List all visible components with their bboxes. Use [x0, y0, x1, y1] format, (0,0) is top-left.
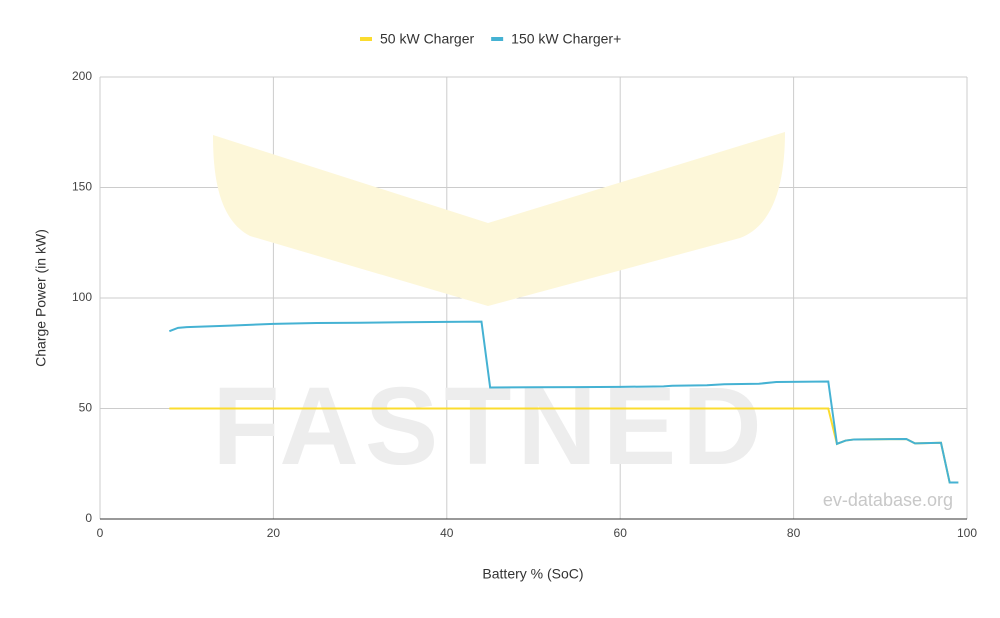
source: ev-database.org: [823, 490, 953, 510]
y-tick-label: 200: [72, 69, 92, 83]
y-tick-label: 50: [79, 401, 93, 415]
x-tick-label: 20: [267, 526, 281, 540]
legend-swatch: [491, 37, 504, 41]
x-tick-label: 80: [787, 526, 801, 540]
legend-label: 50 kW Charger: [380, 31, 474, 47]
legend-label: 150 kW Charger+: [511, 31, 621, 47]
line-series: [169, 320, 959, 484]
x-tick-label: 40: [440, 526, 454, 540]
legend: 50 kW Charger 150 kW Charger+: [360, 31, 621, 47]
x-axis-label: Battery % (SoC): [482, 566, 583, 582]
y-tick-label: 150: [72, 180, 92, 194]
legend-swatch: [360, 37, 372, 41]
x-tick-label: 0: [97, 526, 104, 540]
y-axis-label: Charge Power (in kW): [33, 229, 49, 367]
y-tick-label: 100: [72, 290, 92, 304]
logo-watermark: [213, 132, 785, 306]
x-tick-label: 100: [957, 526, 977, 540]
y-tick-label: 0: [85, 511, 92, 525]
x-tick-label: 60: [614, 526, 628, 540]
